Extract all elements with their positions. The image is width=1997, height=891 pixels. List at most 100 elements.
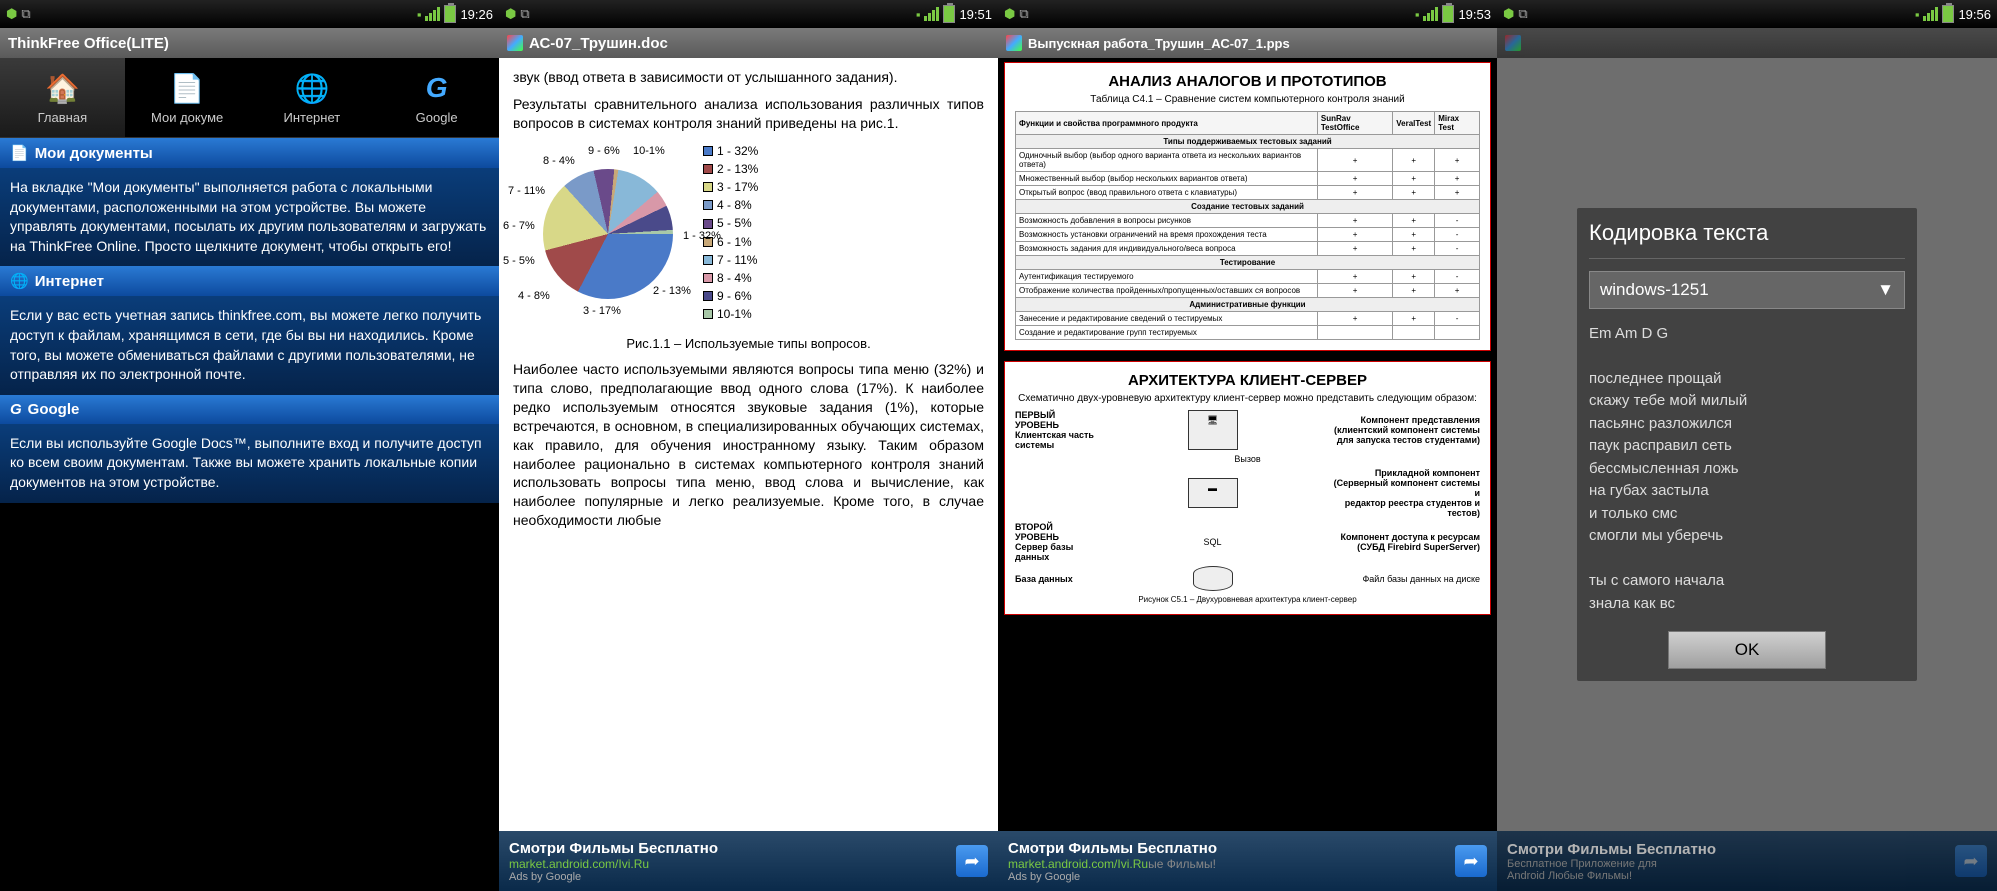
- figure-caption: Рис.1.1 – Используемые типы вопросов.: [513, 335, 984, 353]
- doc-app-icon: [507, 35, 523, 51]
- slides-content[interactable]: АНАЛИЗ АНАЛОГОВ И ПРОТОТИПОВ Таблица С4.…: [998, 58, 1497, 831]
- android-icon: ⬢: [505, 6, 516, 22]
- android-robot-icon: ▪: [417, 7, 422, 22]
- signal-icon: [1423, 7, 1438, 21]
- globe-icon: 🌐: [294, 70, 330, 106]
- encoding-dialog: Кодировка текста windows-1251 ▼ Em Am D …: [1577, 208, 1917, 682]
- tab-home[interactable]: 🏠Главная: [0, 58, 125, 137]
- screen-doc: ⬢⧉ ▪ 19:51 АС-07_Трушин.doc звук (ввод от…: [499, 0, 998, 891]
- clock: 19:56: [1958, 7, 1991, 22]
- dropbox-icon: ⧉: [1518, 6, 1527, 22]
- ad-banner[interactable]: Смотри Фильмы Бесплатно market.android.c…: [499, 831, 998, 891]
- home-icon: 🏠: [44, 70, 80, 106]
- preview-text: Em Am D G последнее прощай скажу тебе мо…: [1589, 323, 1905, 616]
- signal-icon: [1923, 7, 1938, 21]
- clock: 19:53: [1458, 7, 1491, 22]
- doc-content[interactable]: звук (ввод ответа в зависимости от услыш…: [499, 58, 998, 831]
- ad-title: Смотри Фильмы Бесплатно: [1507, 841, 1716, 858]
- legend-item: 4 - 8%: [703, 197, 758, 213]
- google-icon: G: [10, 401, 22, 418]
- legend-item: 1 - 32%: [703, 143, 758, 159]
- doc-app-icon: [1006, 35, 1022, 51]
- slide-subtitle: Таблица С4.1 – Сравнение систем компьюте…: [1015, 94, 1480, 105]
- signal-icon: [425, 7, 440, 21]
- encoding-dropdown[interactable]: windows-1251 ▼: [1589, 271, 1905, 309]
- dropdown-value: windows-1251: [1600, 280, 1709, 300]
- dropbox-icon: ⧉: [21, 6, 30, 22]
- slides-title-bar: Выпускная работа_Трушин_АС-07_1.pps: [998, 28, 1497, 58]
- dialog-title: Кодировка текста: [1589, 220, 1905, 246]
- doc-para: Наиболее часто используемыми являются во…: [513, 360, 984, 530]
- ad-banner[interactable]: Смотри Фильмы Бесплатно market.android.c…: [998, 831, 1497, 891]
- status-bar: ⬢⧉ ▪ 19:51: [499, 0, 998, 28]
- android-icon: ⬢: [1004, 6, 1015, 22]
- modal-overlay: Кодировка текста windows-1251 ▼ Em Am D …: [1497, 58, 1997, 831]
- title-bar-dimmed: [1497, 28, 1997, 58]
- legend-item: 3 - 17%: [703, 179, 758, 195]
- legend-item: 8 - 4%: [703, 270, 758, 286]
- legend-item: 9 - 6%: [703, 288, 758, 304]
- architecture-diagram: ПЕРВЫЙ УРОВЕНЬ Клиентская часть системы …: [1015, 410, 1480, 604]
- app-title: ThinkFree Office(LITE): [8, 35, 169, 52]
- tab-row: 🏠Главная 📄Мои докуме 🌐Интернет GGoogle: [0, 58, 499, 138]
- slide-title: АРХИТЕКТУРА КЛИЕНТ-СЕРВЕР: [1015, 372, 1480, 389]
- status-bar: ⬢⧉ ▪19:56: [1497, 0, 1997, 28]
- doc-para: звук (ввод ответа в зависимости от услыш…: [513, 68, 984, 87]
- tab-google[interactable]: GGoogle: [374, 58, 499, 137]
- section-google-header[interactable]: GGoogle: [0, 395, 499, 424]
- google-icon: G: [419, 70, 455, 106]
- slide-1[interactable]: АНАЛИЗ АНАЛОГОВ И ПРОТОТИПОВ Таблица С4.…: [1004, 62, 1491, 351]
- status-bar: ⬢⧉ ▪ 19:53: [998, 0, 1497, 28]
- section-internet-body: Если у вас есть учетная запись thinkfree…: [0, 296, 499, 394]
- android-robot-icon: ▪: [1415, 7, 1420, 22]
- screen-home: ⬢ ⧉ ▪ 19:26 ThinkFree Office(LITE) 🏠Глав…: [0, 0, 499, 891]
- dropbox-icon: ⧉: [1019, 6, 1028, 22]
- tab-mydocs[interactable]: 📄Мои докуме: [125, 58, 250, 137]
- server-icon: ▬: [1188, 478, 1238, 508]
- android-robot-icon: ▪: [916, 7, 921, 22]
- legend-item: 2 - 13%: [703, 161, 758, 177]
- docs-icon: 📄: [10, 144, 29, 162]
- clock: 19:51: [959, 7, 992, 22]
- section-mydocs-header[interactable]: 📄Мои документы: [0, 138, 499, 168]
- computer-icon: 🖥: [1188, 410, 1238, 450]
- section-mydocs-body: На вкладке "Мои документы" выполняется р…: [0, 168, 499, 266]
- pie-chart-figure: 1 - 32% 2 - 13% 3 - 17% 4 - 8% 5 - 5% 6 …: [513, 143, 984, 325]
- doc-title-bar: АС-07_Трушин.doc: [499, 28, 998, 58]
- comparison-table: Функции и свойства программного продукта…: [1015, 111, 1480, 340]
- battery-icon: [1942, 5, 1954, 23]
- ad-share-button[interactable]: ➦: [956, 845, 988, 877]
- dropbox-icon: ⧉: [520, 6, 529, 22]
- legend-item: 10-1%: [703, 306, 758, 322]
- ad-url: market.android.com/Ivi.Ruые Фильмы!: [1008, 857, 1217, 871]
- android-icon: ⬢: [6, 6, 17, 22]
- chevron-down-icon: ▼: [1877, 280, 1894, 300]
- ad-attribution: Ads by Google: [1008, 871, 1217, 883]
- ok-button[interactable]: OK: [1668, 631, 1826, 669]
- ad-banner[interactable]: Смотри Фильмы Бесплатно Бесплатное Прило…: [1497, 831, 1997, 891]
- ad-subtitle: Бесплатное Приложение для Android Любые …: [1507, 858, 1716, 882]
- clock: 19:26: [460, 7, 493, 22]
- ad-share-button[interactable]: ➦: [1455, 845, 1487, 877]
- app-title-bar: ThinkFree Office(LITE): [0, 28, 499, 58]
- status-bar: ⬢ ⧉ ▪ 19:26: [0, 0, 499, 28]
- ad-share-button[interactable]: ➦: [1955, 845, 1987, 877]
- home-content: 📄Мои документы На вкладке "Мои документы…: [0, 138, 499, 891]
- section-google-body: Если вы используйте Google Docs™, выполн…: [0, 424, 499, 503]
- signal-icon: [924, 7, 939, 21]
- pie-chart: [543, 169, 673, 299]
- globe-icon: 🌐: [10, 272, 29, 290]
- screen-encoding-dialog: ⬢⧉ ▪19:56 Кодировка текста windows-1251 …: [1497, 0, 1997, 891]
- slide-2[interactable]: АРХИТЕКТУРА КЛИЕНТ-СЕРВЕР Схематично дву…: [1004, 361, 1491, 615]
- ad-url: market.android.com/Ivi.Ru: [509, 857, 718, 871]
- doc-app-icon: [1505, 35, 1521, 51]
- doc-title: АС-07_Трушин.doc: [529, 35, 668, 52]
- tab-internet[interactable]: 🌐Интернет: [250, 58, 375, 137]
- section-internet-header[interactable]: 🌐Интернет: [0, 266, 499, 296]
- docs-icon: 📄: [169, 70, 205, 106]
- slide-subtitle: Схематично двух-уровневую архитектуру кл…: [1015, 393, 1480, 404]
- android-robot-icon: ▪: [1915, 7, 1920, 22]
- ad-title: Смотри Фильмы Бесплатно: [1008, 840, 1217, 857]
- slides-title: Выпускная работа_Трушин_АС-07_1.pps: [1028, 36, 1290, 51]
- ad-attribution: Ads by Google: [509, 871, 718, 883]
